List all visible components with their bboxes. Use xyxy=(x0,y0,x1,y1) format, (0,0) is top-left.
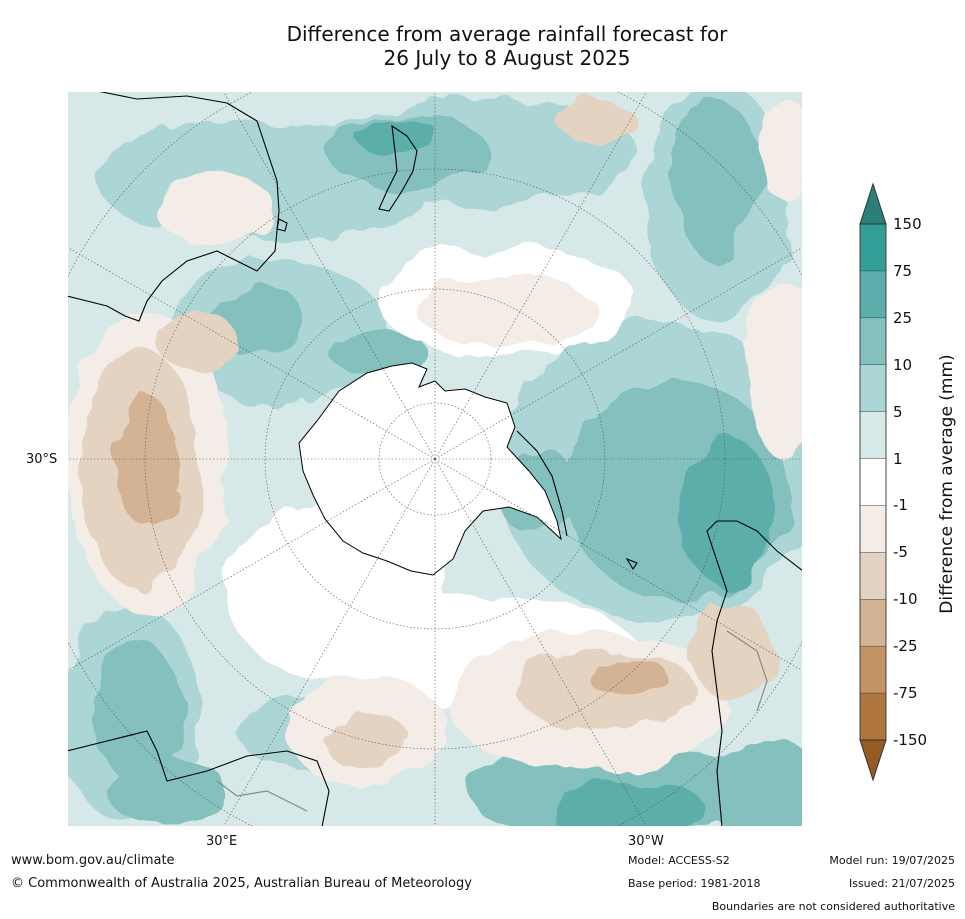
footer-model: Model: ACCESS-S2 xyxy=(628,854,730,867)
title-line-1: Difference from average rainfall forecas… xyxy=(286,22,728,46)
footer-website[interactable]: www.bom.gov.au/climate xyxy=(11,853,175,868)
colorbar-band-25_75 xyxy=(859,270,887,319)
colorbar-title: Difference from average (mm) xyxy=(937,354,957,614)
colorbar-band-m150_m75 xyxy=(859,692,887,741)
footer-copyright: © Commonwealth of Australia 2025, Austra… xyxy=(11,876,472,891)
colorbar-band-m10_m5 xyxy=(859,552,887,601)
footer-issued: Issued: 21/07/2025 xyxy=(848,877,955,890)
polar-map-svg xyxy=(67,91,803,827)
colorbar-tick-label: 10 xyxy=(893,355,913,374)
colorbar-tick-label: -150 xyxy=(893,731,928,749)
colorbar-tick-label: 25 xyxy=(893,308,913,327)
colorbar xyxy=(859,182,887,782)
country-boundaries xyxy=(216,630,768,812)
anomaly-field xyxy=(67,91,803,827)
colorbar-bottom-arrow xyxy=(859,739,887,782)
lat-label-30s: 30°S xyxy=(26,452,58,467)
colorbar-band-75_150 xyxy=(859,223,887,272)
lon-label-30w: 30°W xyxy=(628,834,664,849)
rainfall-map xyxy=(67,91,803,827)
map-title: Difference from average rainfall forecas… xyxy=(0,22,965,70)
colorbar-tick-label: 5 xyxy=(893,402,903,421)
colorbar-tick-label: 150 xyxy=(893,215,922,233)
colorbar-band-10_25 xyxy=(859,317,887,366)
colorbar-tick-label: -75 xyxy=(893,684,918,703)
colorbar-tick-label: -25 xyxy=(893,637,918,656)
coastlines xyxy=(67,91,803,827)
colorbar-tick-label: 75 xyxy=(893,261,913,280)
colorbar-band-5_10 xyxy=(859,364,887,413)
colorbar-band-m5_m1 xyxy=(859,505,887,554)
colorbar-band-m25_m10 xyxy=(859,599,887,647)
lon-label-30e: 30°E xyxy=(206,834,238,849)
colorbar-tick-label: -5 xyxy=(893,543,908,562)
colorbar-band-1_5 xyxy=(859,411,887,460)
colorbar-top-arrow xyxy=(859,182,887,225)
graticule xyxy=(67,91,803,827)
colorbar-tick-label: 1 xyxy=(893,449,903,468)
colorbar-bands xyxy=(859,223,887,741)
colorbar-tick-label: -10 xyxy=(893,590,918,609)
footer-disclaimer: Boundaries are not considered authoritat… xyxy=(711,900,955,913)
footer-base-period: Base period: 1981-2018 xyxy=(628,877,761,890)
colorbar-band-m75_m25 xyxy=(859,645,887,694)
colorbar-tick-label: -1 xyxy=(893,496,908,515)
title-line-2: 26 July to 8 August 2025 xyxy=(383,46,631,70)
footer-model-run: Model run: 19/07/2025 xyxy=(829,854,955,867)
colorbar-band-neutral xyxy=(859,458,887,507)
